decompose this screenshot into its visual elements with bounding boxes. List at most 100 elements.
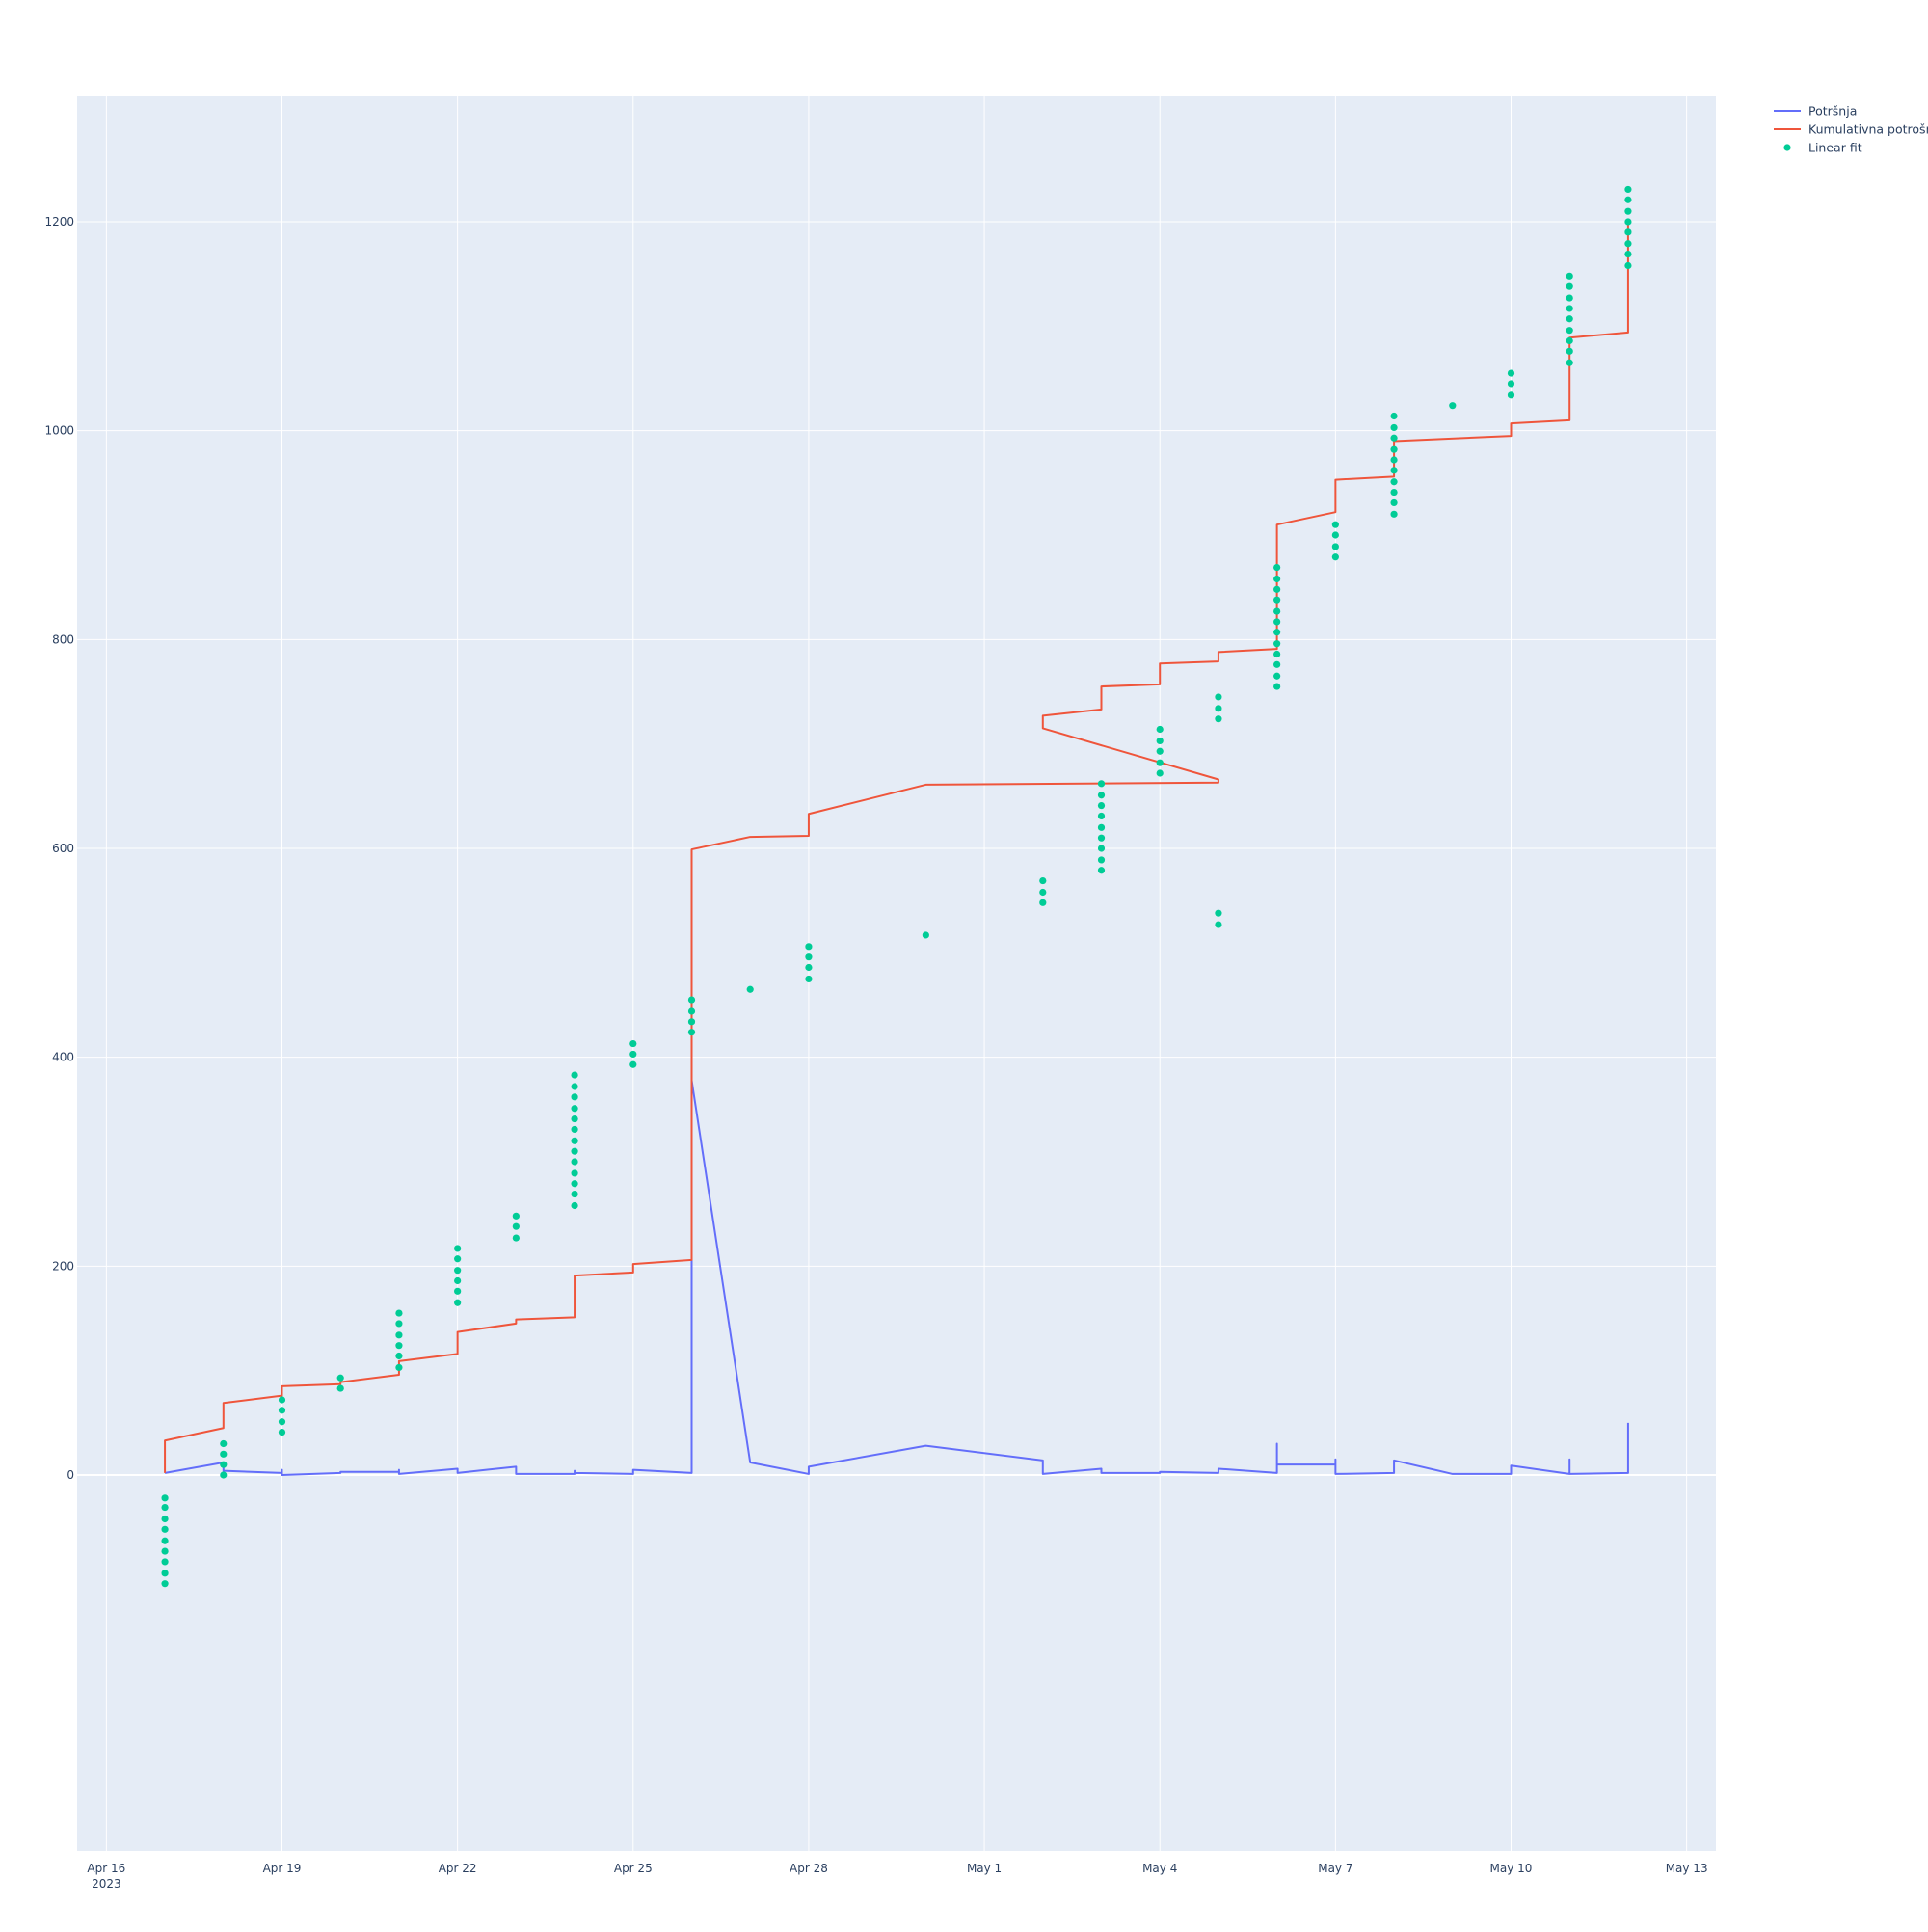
data-point xyxy=(1156,725,1164,734)
data-point xyxy=(161,1525,169,1533)
series-layer xyxy=(161,185,1632,1588)
data-point xyxy=(395,1352,403,1360)
series-potrsnja xyxy=(164,1079,1629,1476)
data-point xyxy=(278,1418,286,1426)
data-point xyxy=(687,996,696,1004)
data-point xyxy=(571,1180,578,1188)
y-tick-label: 1000 xyxy=(44,424,74,438)
data-point xyxy=(1390,445,1398,453)
data-point xyxy=(1156,747,1164,755)
data-point xyxy=(629,1060,637,1068)
data-point xyxy=(1273,640,1281,648)
data-point xyxy=(161,1537,169,1544)
y-gridlines xyxy=(77,221,1716,1476)
data-point xyxy=(278,1407,286,1414)
x-tick-label: May 13 xyxy=(1666,1862,1708,1875)
x-tick-label: May 1 xyxy=(967,1862,1002,1875)
data-point xyxy=(161,1558,169,1566)
data-point xyxy=(161,1580,169,1588)
legend-item[interactable]: Potršnja xyxy=(1774,104,1857,119)
x-tick-label: Apr 22 xyxy=(439,1862,477,1875)
data-point xyxy=(220,1450,228,1458)
data-point xyxy=(161,1503,169,1512)
data-point xyxy=(1566,282,1573,290)
data-point xyxy=(1273,575,1281,583)
data-point xyxy=(1097,801,1106,810)
data-point xyxy=(1097,812,1106,820)
data-point xyxy=(161,1547,169,1555)
data-point xyxy=(1215,693,1222,701)
data-point xyxy=(1273,618,1281,626)
data-point xyxy=(395,1331,403,1339)
data-point xyxy=(1273,585,1281,593)
series-line-potrsnja xyxy=(164,1079,1629,1476)
data-point xyxy=(1215,921,1222,928)
data-point xyxy=(454,1245,462,1252)
data-point xyxy=(1215,705,1222,712)
data-point xyxy=(1390,488,1398,496)
data-point xyxy=(1156,759,1164,766)
data-point xyxy=(1624,228,1632,236)
data-point xyxy=(571,1105,578,1113)
legend-label: Kumulativna potrošnja xyxy=(1808,122,1928,137)
data-point xyxy=(336,1384,344,1392)
y-tick-label: 400 xyxy=(52,1051,74,1064)
data-point xyxy=(1390,423,1398,432)
data-point xyxy=(1566,294,1573,302)
data-point xyxy=(220,1439,228,1448)
data-point xyxy=(1390,478,1398,486)
data-point xyxy=(220,1471,228,1479)
data-point xyxy=(1331,553,1339,561)
data-point xyxy=(1097,780,1106,788)
data-point xyxy=(629,1050,637,1059)
data-point xyxy=(1097,792,1106,799)
data-point xyxy=(1215,909,1222,917)
data-point xyxy=(1566,272,1573,280)
data-point xyxy=(687,1007,696,1015)
x-tick-label: Apr 25 xyxy=(614,1862,653,1875)
data-point xyxy=(1273,650,1281,658)
data-point xyxy=(395,1363,403,1372)
legend-item[interactable]: Linear fit xyxy=(1783,141,1862,155)
data-point xyxy=(805,943,813,951)
data-point xyxy=(1273,629,1281,636)
data-point xyxy=(1566,336,1573,345)
data-point xyxy=(454,1255,462,1263)
x-tick-year-label: 2023 xyxy=(92,1877,121,1891)
data-point xyxy=(571,1201,578,1210)
data-point xyxy=(454,1299,462,1306)
data-point xyxy=(278,1428,286,1436)
data-point xyxy=(805,975,813,983)
data-point xyxy=(336,1374,344,1382)
data-point xyxy=(1449,402,1457,410)
legend-swatch-marker xyxy=(1783,144,1791,151)
data-point xyxy=(395,1342,403,1350)
data-point xyxy=(1039,876,1047,885)
data-point xyxy=(1624,218,1632,226)
data-point xyxy=(571,1083,578,1090)
data-point xyxy=(629,1039,637,1048)
y-tick-label: 800 xyxy=(52,632,74,646)
legend-item[interactable]: Kumulativna potrošnja xyxy=(1774,122,1928,137)
data-point xyxy=(571,1190,578,1198)
data-point xyxy=(1566,305,1573,312)
data-point xyxy=(1097,856,1106,864)
data-point xyxy=(571,1071,578,1079)
data-point xyxy=(571,1169,578,1177)
x-gridlines xyxy=(105,96,1688,1851)
data-point xyxy=(1390,434,1398,442)
data-point xyxy=(1566,315,1573,323)
data-point xyxy=(1273,672,1281,680)
data-point xyxy=(805,953,813,961)
x-tick-label: May 4 xyxy=(1142,1862,1177,1875)
y-tick-label: 0 xyxy=(67,1468,74,1482)
data-point xyxy=(454,1276,462,1285)
data-point xyxy=(922,931,929,939)
x-tick-label: Apr 28 xyxy=(790,1862,828,1875)
data-point xyxy=(395,1320,403,1328)
data-point xyxy=(1507,369,1515,377)
data-point xyxy=(1390,456,1398,464)
legend[interactable]: Potršnja Kumulativna potrošnja Linear fit xyxy=(1774,104,1928,155)
